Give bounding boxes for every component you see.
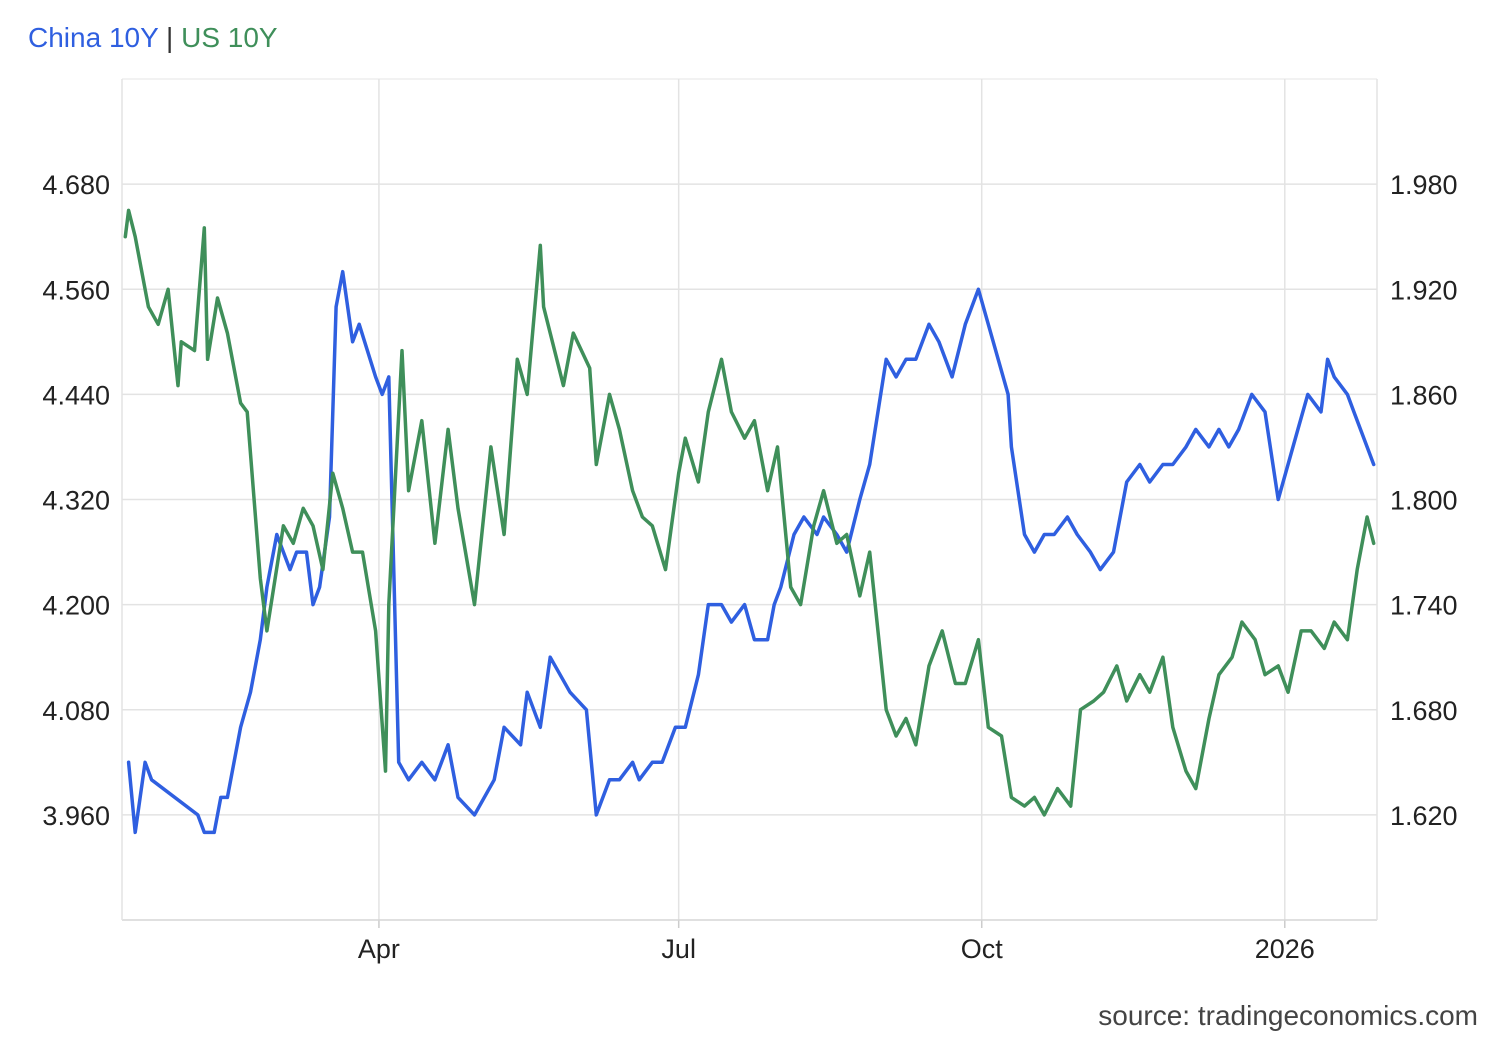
y-right-tick-label: 1.980 [1390, 170, 1458, 200]
y-right-tick-label: 1.800 [1390, 486, 1458, 516]
y-right-tick-label: 1.680 [1390, 696, 1458, 726]
series-line-china-10y[interactable] [126, 269, 1376, 835]
x-tick-label: Oct [961, 934, 1004, 964]
axes [121, 79, 1378, 928]
x-tick-label: Jul [661, 934, 696, 964]
y-left-tick-label: 4.200 [42, 591, 110, 621]
x-tick-label: 2026 [1255, 934, 1315, 964]
y-right-tick-label: 1.740 [1390, 591, 1458, 621]
y-right-tick-label: 1.620 [1390, 801, 1458, 831]
series-lines [123, 208, 1376, 835]
legend-separator: | [166, 22, 174, 53]
y-left-tick-label: 4.320 [42, 486, 110, 516]
y-left-tick-label: 3.960 [42, 801, 110, 831]
y-right-tick-label: 1.920 [1390, 275, 1458, 305]
source-credit: source: tradingeconomics.com [1098, 1000, 1478, 1031]
chart-legend: China 10Y | US 10Y [28, 22, 278, 54]
y-left-tick-label: 4.560 [42, 275, 110, 305]
y-left-tick-label: 4.680 [42, 170, 110, 200]
y-right-tick-label: 1.860 [1390, 380, 1458, 410]
legend-entry-china-10y[interactable]: China 10Y [28, 22, 159, 53]
series-line-us-10y[interactable] [123, 208, 1376, 817]
y-left-tick-label: 4.080 [42, 696, 110, 726]
y-left-tick-label: 4.440 [42, 380, 110, 410]
legend-entry-us-10y[interactable]: US 10Y [181, 22, 278, 53]
tick-labels: 3.960 4.080 4.200 4.320 4.440 4.560 4.680 1.620… [42, 170, 1457, 964]
x-tick-label: Apr [358, 934, 400, 964]
grid-lines [122, 78, 1377, 920]
